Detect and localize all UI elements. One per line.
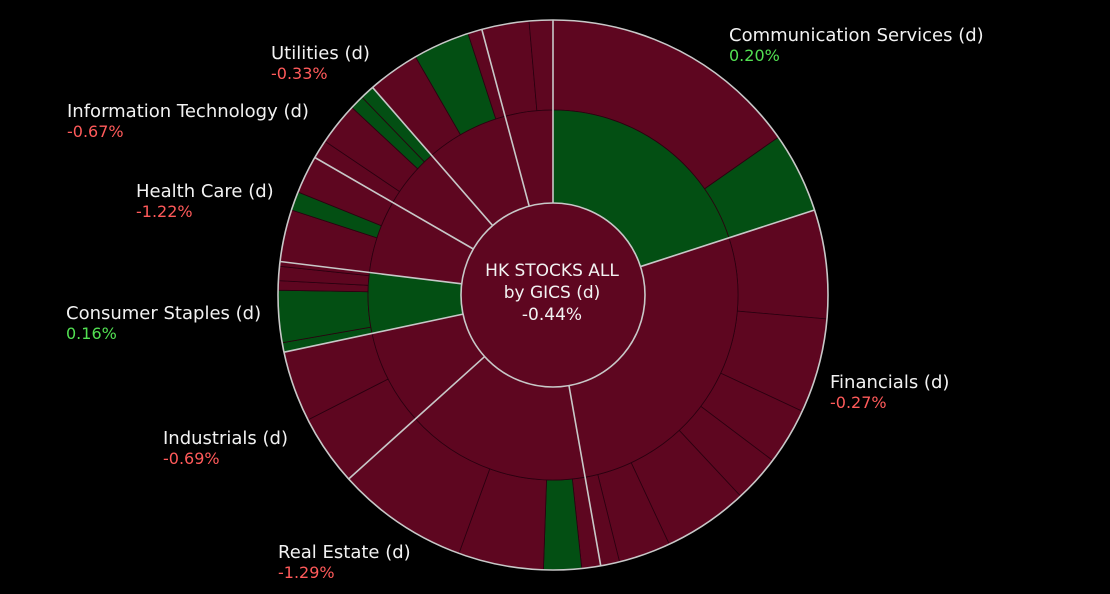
sector-name: Consumer Staples (d) xyxy=(66,303,262,324)
sector-name: Real Estate (d) xyxy=(278,542,411,563)
center-title-line2: by GICS (d) xyxy=(503,283,601,303)
label-industrials[interactable]: Industrials (d) -0.69% xyxy=(163,428,288,469)
label-communication-services[interactable]: Communication Services (d) 0.20% xyxy=(729,25,984,66)
sector-divider-4 xyxy=(283,313,464,353)
label-financials[interactable]: Financials (d) -0.27% xyxy=(830,372,949,413)
label-information-technology[interactable]: Information Technology (d) -0.67% xyxy=(67,101,309,142)
sector-change: -0.27% xyxy=(830,393,887,412)
sector-name: Financials (d) xyxy=(830,372,950,393)
sector-divider-7 xyxy=(371,86,494,227)
sector-change: -0.67% xyxy=(67,122,124,141)
sector-divider-8 xyxy=(481,29,530,207)
sector-change: -1.22% xyxy=(136,202,193,221)
sector-divider-2 xyxy=(568,385,602,566)
label-health-care[interactable]: Health Care (d) -1.22% xyxy=(136,181,274,222)
sector-change: -1.29% xyxy=(278,563,335,582)
sector-change: -0.69% xyxy=(163,449,220,468)
label-real-estate[interactable]: Real Estate (d) -1.29% xyxy=(278,542,411,583)
sector-divider-1 xyxy=(640,209,815,268)
sector-divider-5 xyxy=(279,260,462,285)
sector-name: Communication Services (d) xyxy=(729,25,984,46)
sector-name: Utilities (d) xyxy=(271,43,370,64)
center-disc[interactable] xyxy=(460,202,646,388)
sector-change: 0.16% xyxy=(66,324,117,343)
sector-divider-6 xyxy=(314,156,474,250)
label-utilities[interactable]: Utilities (d) -0.33% xyxy=(271,43,370,84)
sector-name: Information Technology (d) xyxy=(67,101,309,122)
sector-name: Industrials (d) xyxy=(163,428,288,449)
outer-rim xyxy=(277,19,829,571)
center-title-line1: HK STOCKS ALL xyxy=(485,261,619,281)
sector-change: -0.33% xyxy=(271,64,328,83)
center-change: -0.44% xyxy=(521,305,583,325)
sector-change: 0.20% xyxy=(729,46,780,65)
sector-name: Health Care (d) xyxy=(136,181,274,202)
center-label[interactable]: HK STOCKS ALL by GICS (d) -0.44% xyxy=(462,260,642,326)
sector-divider-3 xyxy=(348,355,486,480)
label-consumer-staples[interactable]: Consumer Staples (d) 0.16% xyxy=(66,303,261,344)
